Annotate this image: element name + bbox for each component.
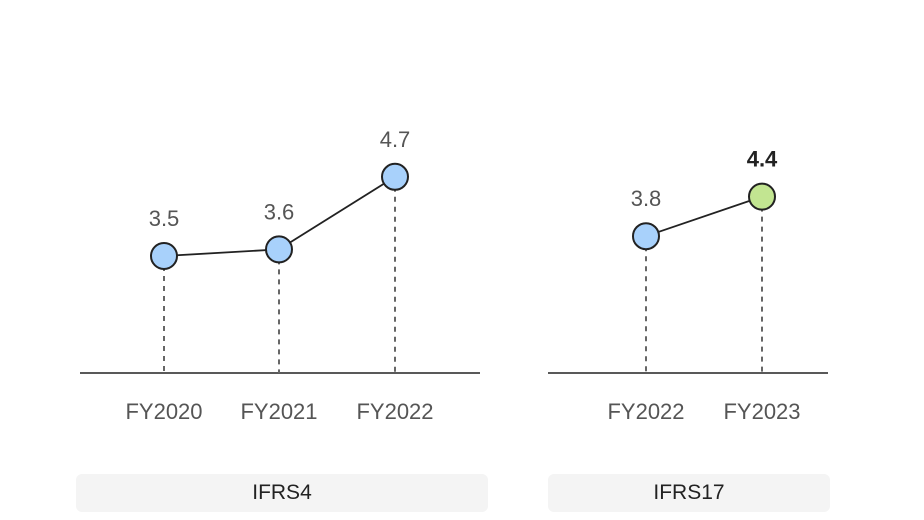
data-point-ifrs4-1	[265, 235, 293, 264]
value-label-ifrs4-1: 3.6	[264, 199, 295, 224]
panel-label-ifrs4: IFRS4	[76, 474, 488, 512]
data-point-ifrs4-0	[150, 242, 178, 270]
tick-label-ifrs4-1: FY2021	[240, 399, 317, 424]
series-line-ifrs17	[645, 195, 763, 238]
data-point-ifrs17-1	[748, 182, 776, 211]
value-label-ifrs4-2: 4.7	[380, 127, 411, 152]
panel-label-ifrs17: IFRS17	[548, 474, 830, 512]
value-label-ifrs4-0: 3.5	[149, 206, 180, 231]
data-point-ifrs17-0	[632, 222, 660, 251]
tick-label-ifrs17-0: FY2022	[607, 399, 684, 424]
data-point-ifrs4-2	[381, 162, 409, 191]
tick-label-ifrs4-2: FY2022	[356, 399, 433, 424]
value-label-ifrs17-1: 4.4	[747, 147, 778, 172]
tick-label-ifrs17-1: FY2023	[723, 399, 800, 424]
value-label-ifrs17-0: 3.8	[631, 186, 662, 211]
tick-label-ifrs4-0: FY2020	[125, 399, 202, 424]
